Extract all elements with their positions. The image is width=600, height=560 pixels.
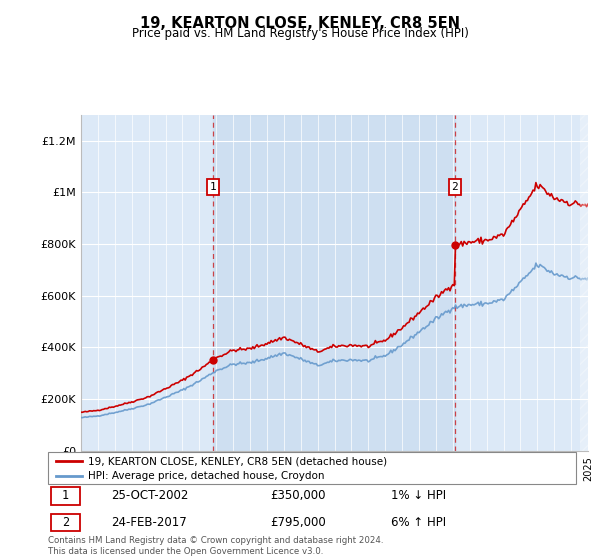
- Text: 19, KEARTON CLOSE, KENLEY, CR8 5EN (detached house): 19, KEARTON CLOSE, KENLEY, CR8 5EN (deta…: [88, 456, 387, 466]
- Text: 1: 1: [62, 489, 69, 502]
- Text: Contains HM Land Registry data © Crown copyright and database right 2024.
This d: Contains HM Land Registry data © Crown c…: [48, 536, 383, 556]
- Text: HPI: Average price, detached house, Croydon: HPI: Average price, detached house, Croy…: [88, 472, 324, 481]
- Text: £350,000: £350,000: [270, 489, 325, 502]
- Text: 6% ↑ HPI: 6% ↑ HPI: [391, 516, 446, 529]
- Text: 2: 2: [451, 182, 458, 192]
- Text: 2: 2: [62, 516, 69, 529]
- Text: 1% ↓ HPI: 1% ↓ HPI: [391, 489, 446, 502]
- Text: Price paid vs. HM Land Registry's House Price Index (HPI): Price paid vs. HM Land Registry's House …: [131, 27, 469, 40]
- Bar: [50, 514, 80, 531]
- Bar: [580, 115, 588, 451]
- Text: 19, KEARTON CLOSE, KENLEY, CR8 5EN: 19, KEARTON CLOSE, KENLEY, CR8 5EN: [140, 16, 460, 31]
- Bar: [50, 487, 80, 505]
- Bar: [213, 115, 455, 451]
- Text: 25-OCT-2002: 25-OCT-2002: [112, 489, 189, 502]
- Text: 1: 1: [209, 182, 217, 192]
- Text: £795,000: £795,000: [270, 516, 326, 529]
- Text: 24-FEB-2017: 24-FEB-2017: [112, 516, 187, 529]
